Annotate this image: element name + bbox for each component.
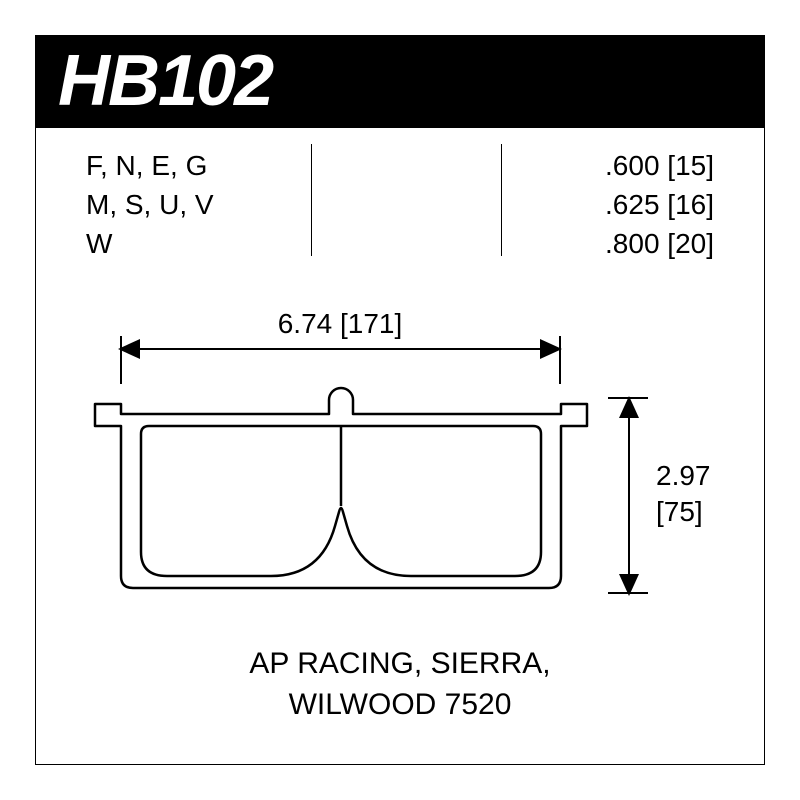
application-label: AP RACING, SIERRA, WILWOOD 7520: [36, 644, 764, 725]
arrow-down-icon: [619, 574, 639, 596]
dimension-line: [628, 398, 630, 594]
thickness-list: .600 [15] .625 [16] .800 [20]: [605, 146, 714, 264]
header-bar: HB102: [36, 36, 764, 128]
height-dimension: 2.97 [75]: [616, 398, 726, 598]
compounds-line: W: [86, 224, 214, 263]
part-number: HB102: [58, 40, 272, 122]
dimension-line: [120, 348, 560, 350]
thickness-line: .625 [16]: [605, 185, 714, 224]
application-line: AP RACING, SIERRA,: [36, 644, 764, 685]
compounds-line: F, N, E, G: [86, 146, 214, 185]
compounds-list: F, N, E, G M, S, U, V W: [86, 146, 214, 264]
height-label: 2.97 [75]: [656, 458, 711, 531]
spec-divider: [311, 144, 312, 256]
thickness-line: .600 [15]: [605, 146, 714, 185]
brake-pad-outline: [91, 376, 591, 596]
compounds-line: M, S, U, V: [86, 185, 214, 224]
height-mm: [75]: [656, 494, 711, 530]
height-in: 2.97: [656, 458, 711, 494]
spec-divider: [501, 144, 502, 256]
diagram-frame: HB102 F, N, E, G M, S, U, V W .600 [15] …: [35, 35, 765, 765]
application-line: WILWOOD 7520: [36, 685, 764, 726]
arrow-up-icon: [619, 396, 639, 418]
thickness-line: .800 [20]: [605, 224, 714, 263]
width-label: 6.74 [171]: [120, 308, 560, 340]
